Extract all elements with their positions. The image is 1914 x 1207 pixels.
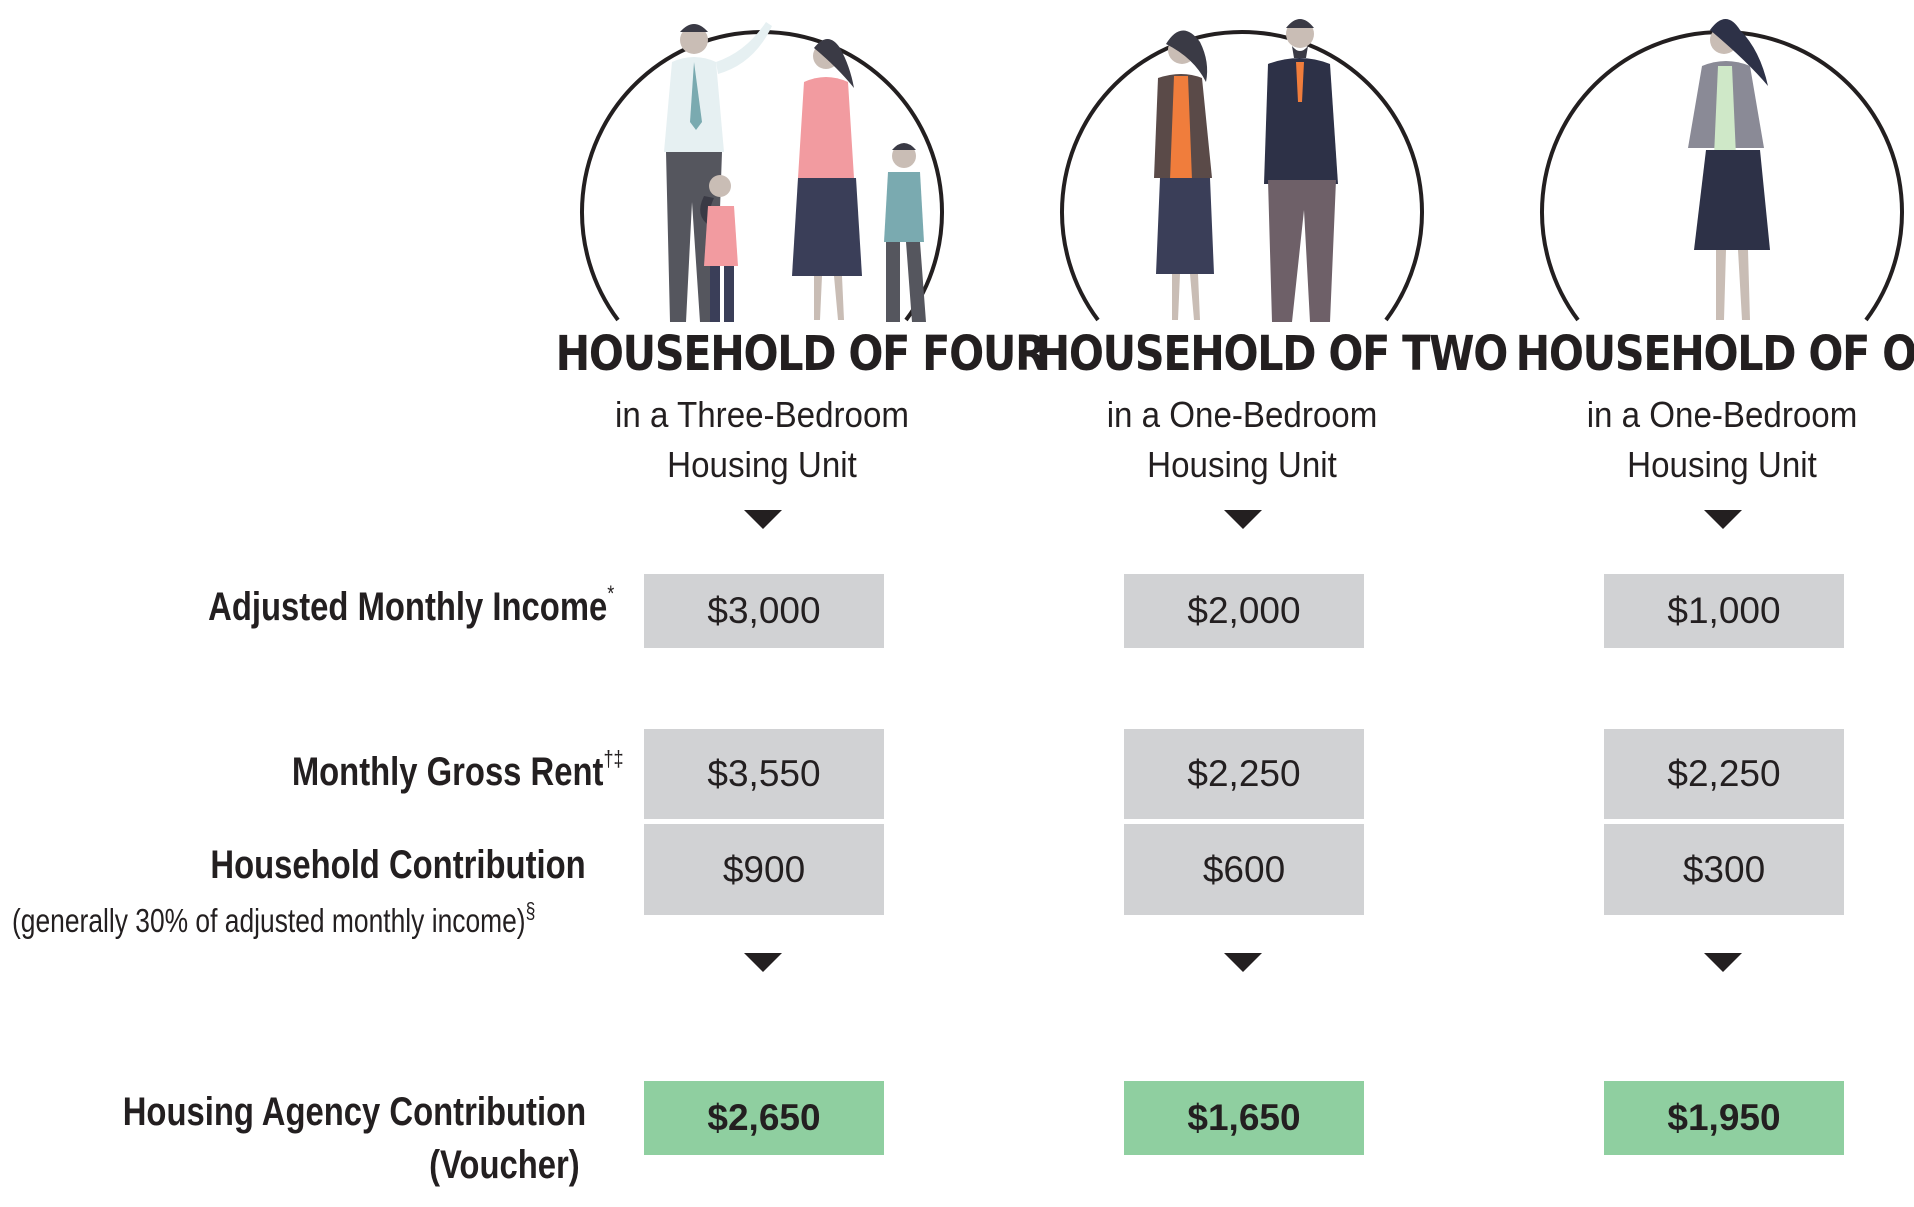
agency-contribution-value: $1,950 bbox=[1604, 1081, 1844, 1155]
adjusted-income-value: $3,000 bbox=[644, 574, 884, 648]
column-subtitle-line1: in a One-Bedroom bbox=[1106, 394, 1378, 435]
household-contribution-value: $900 bbox=[644, 824, 884, 915]
agency-contribution-label-text2: (Voucher) bbox=[429, 1143, 580, 1187]
down-arrow-icon bbox=[1704, 953, 1742, 972]
column-household-of-four: HOUSEHOLD OF FOUR in a Three-Bedroom Hou… bbox=[522, 0, 1047, 1207]
couple-illustration bbox=[1060, 19, 1424, 322]
column-title: HOUSEHOLD OF FOUR bbox=[555, 326, 1047, 382]
column-subtitle-line2: Housing Unit bbox=[1627, 444, 1817, 485]
adjusted-income-label-text: Adjusted Monthly Income bbox=[207, 585, 607, 629]
column-title: HOUSEHOLD OF TWO bbox=[1035, 326, 1509, 382]
gross-rent-value: $2,250 bbox=[1604, 729, 1844, 819]
adjusted-income-value: $1,000 bbox=[1604, 574, 1844, 648]
down-arrow-icon bbox=[744, 953, 782, 972]
down-arrow-icon bbox=[1224, 510, 1262, 529]
down-arrow-icon bbox=[744, 510, 782, 529]
column-title: HOUSEHOLD OF ONE bbox=[1515, 326, 1914, 382]
column-household-of-one: HOUSEHOLD OF ONE in a One-Bedroom Housin… bbox=[1482, 0, 1914, 1207]
agency-contribution-value: $2,650 bbox=[644, 1081, 884, 1155]
column-household-of-two: HOUSEHOLD OF TWO in a One-Bedroom Housin… bbox=[1002, 0, 1509, 1207]
adjusted-income-label: Adjusted Monthly Income* bbox=[207, 581, 614, 630]
family-of-four-illustration bbox=[580, 22, 944, 322]
agency-contribution-value: $1,650 bbox=[1124, 1081, 1364, 1155]
gross-rent-label: Monthly Gross Rent†‡ bbox=[292, 746, 624, 795]
column-subtitle-line2: Housing Unit bbox=[1147, 444, 1337, 485]
household-contribution-value: $600 bbox=[1124, 824, 1364, 915]
column-subtitle: in a One-Bedroom Housing Unit bbox=[1501, 390, 1914, 490]
column-subtitle: in a Three-Bedroom Housing Unit bbox=[541, 390, 983, 490]
gross-rent-value: $2,250 bbox=[1124, 729, 1364, 819]
agency-contribution-label-text: Housing Agency Contribution bbox=[122, 1090, 586, 1134]
household-contribution-label-text: Household Contribution bbox=[210, 843, 586, 887]
household-contribution-note-text: (generally 30% of adjusted monthly incom… bbox=[12, 902, 526, 939]
footnote-mark: § bbox=[525, 898, 536, 923]
adjusted-income-value: $2,000 bbox=[1124, 574, 1364, 648]
column-subtitle-line2: Housing Unit bbox=[667, 444, 857, 485]
down-arrow-icon bbox=[1224, 953, 1262, 972]
column-subtitle: in a One-Bedroom Housing Unit bbox=[1021, 390, 1463, 490]
column-subtitle-line1: in a One-Bedroom bbox=[1586, 394, 1858, 435]
household-contribution-value: $300 bbox=[1604, 824, 1844, 915]
agency-contribution-label-line1: Housing Agency Contribution bbox=[123, 1090, 586, 1135]
footnote-mark: †‡ bbox=[603, 746, 624, 771]
column-subtitle-line1: in a Three-Bedroom bbox=[615, 394, 909, 435]
single-woman-illustration bbox=[1540, 19, 1904, 322]
down-arrow-icon bbox=[1704, 510, 1742, 529]
household-contribution-label: Household Contribution bbox=[211, 843, 586, 888]
footnote-mark: * bbox=[606, 581, 614, 606]
household-contribution-note: (generally 30% of adjusted monthly incom… bbox=[12, 898, 535, 940]
gross-rent-value: $3,550 bbox=[644, 729, 884, 819]
agency-contribution-label-line2: (Voucher) bbox=[429, 1143, 580, 1188]
gross-rent-label-text: Monthly Gross Rent bbox=[292, 750, 604, 794]
